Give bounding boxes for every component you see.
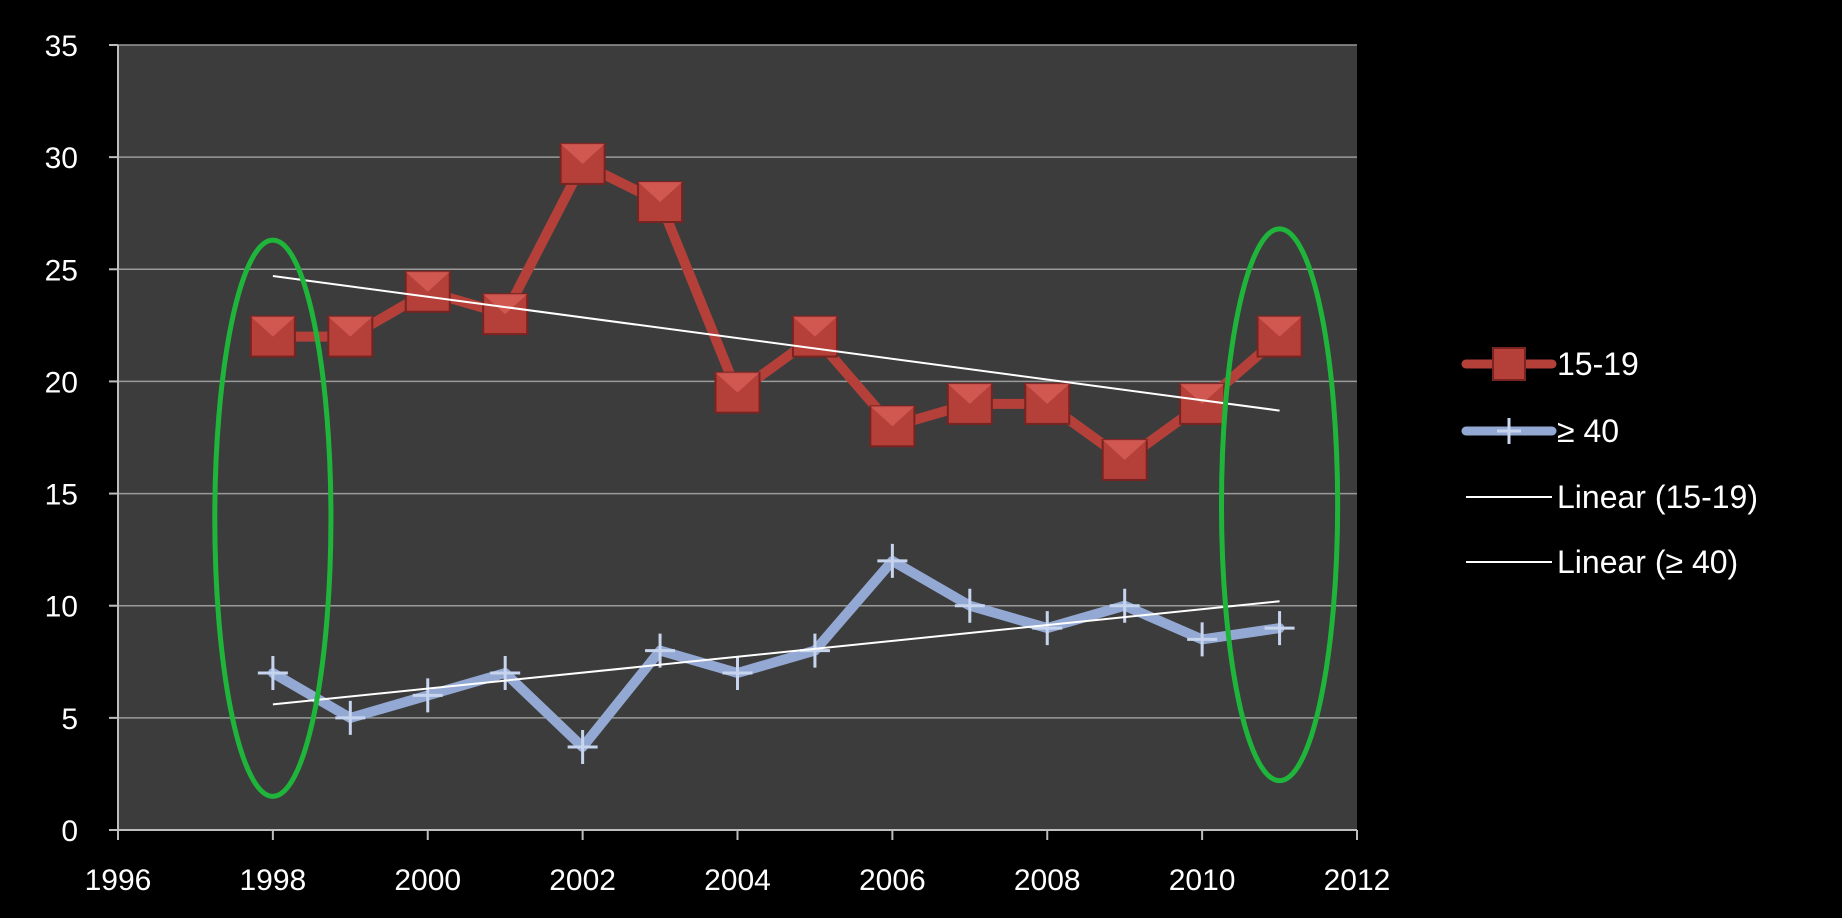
x-tick-label: 2006 [859, 864, 926, 897]
legend-label-trend-1: Linear (15-19) [1557, 479, 1758, 515]
legend-item-trend-1: Linear (15-19) [1466, 479, 1758, 515]
marker-highlight [1102, 439, 1147, 460]
series-1 [249, 142, 1303, 481]
data-point-square [637, 181, 684, 223]
marker-highlight [560, 143, 605, 164]
legend-item-trend-2: Linear (≥ 40) [1466, 544, 1738, 580]
axes [109, 44, 1358, 840]
marker-highlight [1180, 383, 1225, 404]
highlight-ellipse-1 [212, 237, 334, 799]
annotations [212, 226, 1341, 799]
y-axis-tick-labels: 0 5 10 15 20 25 30 35 [45, 30, 78, 848]
data-point-plus [1264, 611, 1295, 646]
marker-cross [335, 700, 366, 735]
x-tick-label: 2002 [549, 864, 616, 897]
data-point-square [327, 315, 374, 358]
marker-cross [567, 730, 598, 765]
y-tick-label: 25 [45, 254, 78, 287]
x-tick-label: 2004 [704, 864, 771, 897]
legend-marker-series-1 [1492, 347, 1526, 381]
legend-item-series-2: ≥ 40 [1461, 413, 1619, 449]
legend-label-trend-2: Linear (≥ 40) [1557, 544, 1738, 580]
x-tick-label: 2012 [1324, 864, 1391, 897]
marker-cross [1032, 611, 1063, 646]
data-point-square [1179, 382, 1226, 425]
x-tick-label: 2000 [394, 864, 461, 897]
trendlines [272, 275, 1280, 706]
trendline-2 [272, 600, 1280, 706]
x-tick-label: 1996 [85, 864, 152, 897]
data-point-plus [567, 730, 598, 765]
series-layer [249, 142, 1303, 765]
data-point-plus [1187, 622, 1218, 657]
legend-marker-series-2 [1497, 418, 1521, 444]
x-tick-label: 2010 [1169, 864, 1236, 897]
data-point-plus [722, 656, 753, 690]
highlight-ellipse-2 [1218, 226, 1341, 784]
data-point-plus [1032, 611, 1063, 646]
marker-highlight [250, 316, 295, 337]
data-point-plus [877, 543, 908, 578]
marker-highlight [792, 316, 837, 337]
plot-area [118, 45, 1357, 830]
data-point-plus [257, 656, 288, 690]
marker-highlight [483, 294, 528, 315]
x-tick-label: 1998 [240, 864, 307, 897]
marker-highlight [405, 271, 450, 292]
y-tick-label: 0 [61, 815, 78, 848]
data-point-plus [954, 588, 985, 623]
data-point-plus [335, 700, 366, 735]
y-tick-label: 10 [45, 591, 78, 624]
data-point-square [869, 405, 916, 448]
data-point-plus [645, 633, 676, 668]
legend-label-series-1: 15-19 [1557, 346, 1639, 382]
data-point-square [791, 315, 838, 358]
data-point-square [482, 293, 529, 336]
data-point-square [559, 142, 606, 185]
y-tick-label: 30 [45, 142, 78, 175]
y-tick-label: 35 [45, 30, 78, 63]
marker-cross [412, 678, 443, 713]
marker-cross [722, 656, 753, 690]
marker-cross [490, 656, 521, 690]
series-line-2 [267, 555, 1285, 752]
y-tick-label: 15 [45, 479, 78, 512]
data-point-square [1024, 382, 1071, 425]
data-point-square [714, 371, 761, 414]
marker-cross [1264, 611, 1295, 646]
y-tick-label: 5 [61, 703, 78, 736]
x-axis-tick-labels: 1996 1998 2000 2002 2004 2006 2008 2010 2012 [85, 864, 1391, 897]
legend: 15-19 ≥ 40 Linear (15-19) Linear (≥ 40) [1461, 346, 1758, 580]
marker-cross [1187, 622, 1218, 657]
marker-highlight [715, 372, 760, 393]
marker-cross [257, 656, 288, 690]
marker-cross [877, 543, 908, 578]
marker-highlight [947, 383, 992, 404]
data-point-square [1256, 315, 1303, 358]
marker-highlight [328, 316, 373, 337]
trendline-1 [272, 275, 1280, 412]
marker-cross [954, 588, 985, 623]
data-point-square [249, 315, 296, 358]
series-2 [257, 543, 1295, 765]
marker-highlight [638, 182, 683, 202]
y-tick-label: 20 [45, 366, 78, 399]
data-point-square [946, 382, 993, 425]
data-point-square [1101, 438, 1148, 481]
x-tick-label: 2008 [1014, 864, 1081, 897]
legend-item-series-1: 15-19 [1461, 346, 1639, 382]
marker-cross [645, 633, 676, 668]
legend-label-series-2: ≥ 40 [1557, 413, 1619, 449]
data-point-square [404, 270, 451, 313]
data-point-plus [412, 678, 443, 713]
data-point-plus [490, 656, 521, 690]
marker-highlight [870, 406, 915, 427]
marker-highlight [1025, 383, 1070, 404]
marker-highlight [1257, 316, 1302, 337]
